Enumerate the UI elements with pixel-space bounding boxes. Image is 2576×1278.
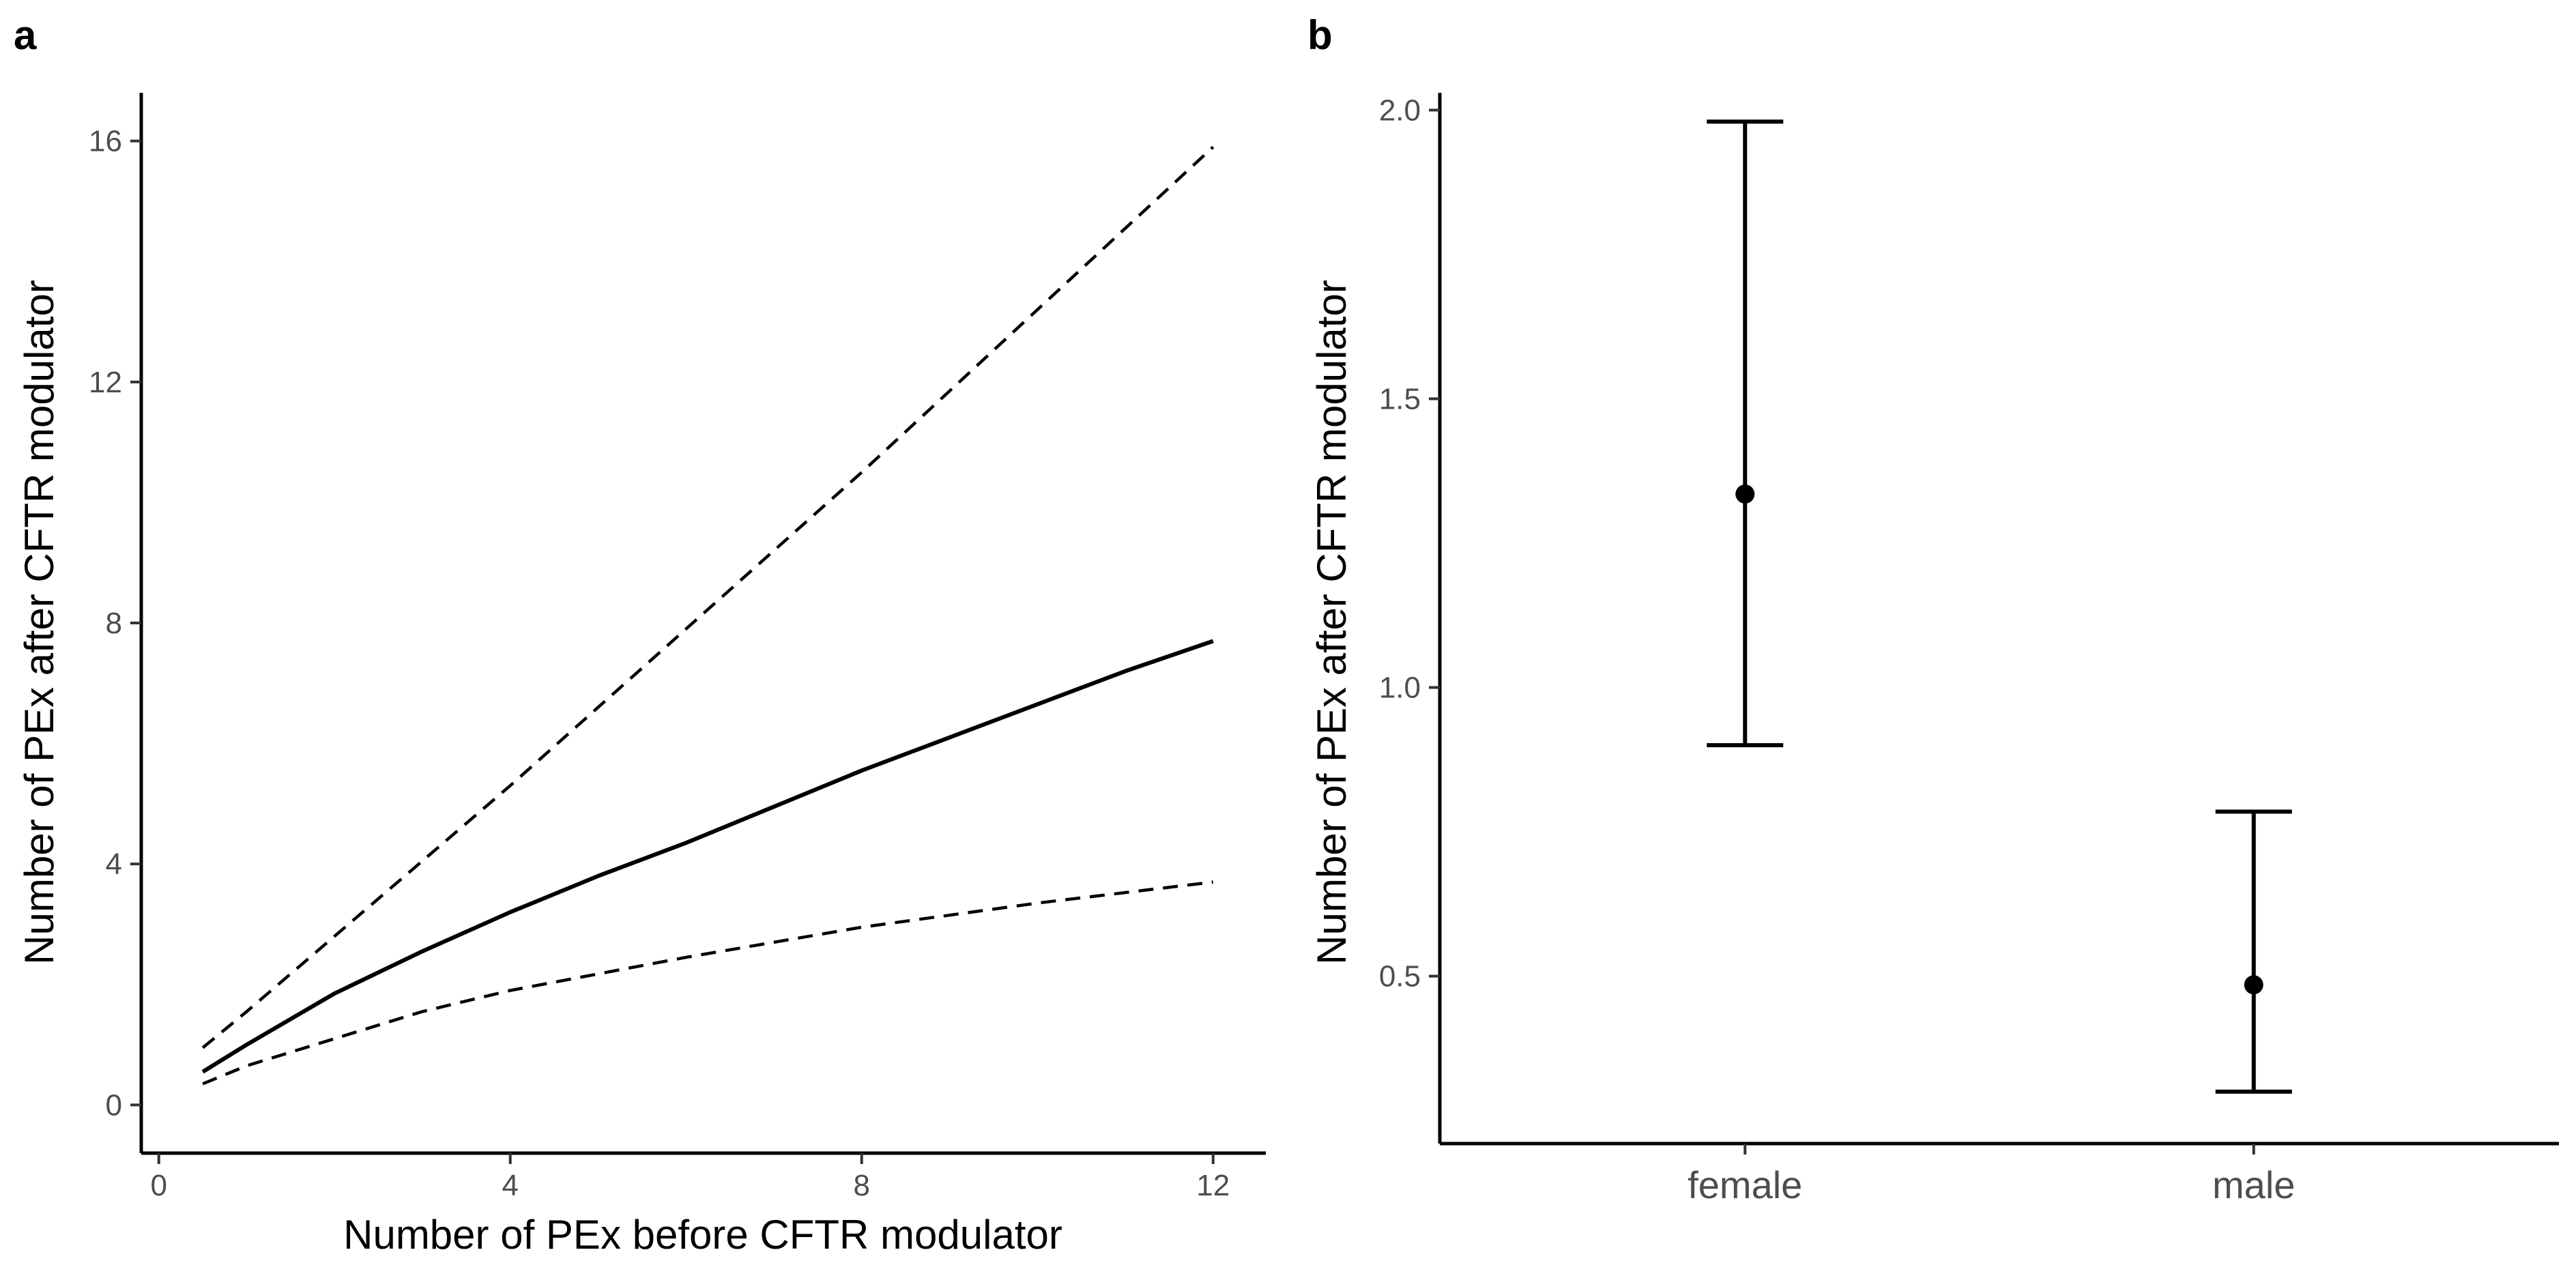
- panel-b: b 0.5 1.0 1.5 2.0 female male Number of PEx a…: [1307, 12, 2559, 1206]
- panel-a: a 0 4 8 12 0 4 8 12 16 Number of PEx before CFTR…: [14, 12, 1266, 1258]
- panel-a-x-axis-title: Number of PEx before CFTR modulator: [343, 1212, 1062, 1258]
- panel-a-x-tick-label: 0: [151, 1169, 167, 1202]
- panel-b-x-tick-label-male: male: [2212, 1163, 2295, 1206]
- panel-a-y-axis-title: Number of PEx after CFTR modulator: [16, 280, 62, 965]
- panel-b-letter: b: [1307, 12, 1333, 58]
- panel-b-y-tick-label: 1.0: [1379, 671, 1421, 705]
- panel-b-point-male: [2244, 975, 2263, 995]
- panel-b-point-female: [1735, 484, 1755, 504]
- panel-b-plot-area: 0.5 1.0 1.5 2.0 female male: [1379, 93, 2559, 1206]
- panel-a-y-tick-label: 8: [106, 607, 122, 640]
- panel-a-y-tick-label: 12: [89, 366, 122, 399]
- panel-a-series-estimate-line: [201, 639, 1214, 1074]
- panel-a-x-tick-label: 8: [854, 1169, 870, 1202]
- panel-b-y-tick-label: 2.0: [1379, 93, 1421, 127]
- panel-a-x-tick-label: 4: [502, 1169, 519, 1202]
- panel-b-y-axis-title: Number of PEx after CFTR modulator: [1309, 280, 1355, 965]
- panel-a-y-tick-label: 4: [106, 847, 122, 881]
- panel-b-y-tick-label: 0.5: [1379, 960, 1421, 993]
- panel-a-plot-area: 0 4 8 12 0 4 8 12 16: [89, 93, 1266, 1202]
- panel-a-letter: a: [14, 12, 37, 58]
- panel-a-series-upper-ci-line: [201, 145, 1215, 1049]
- panel-a-series-lower-ci-line: [202, 880, 1214, 1086]
- panel-a-y-tick-label: 0: [106, 1088, 122, 1122]
- panel-b-x-tick-label-female: female: [1688, 1163, 1802, 1206]
- panel-a-y-tick-label: 16: [89, 125, 122, 158]
- panel-b-y-tick-label: 1.5: [1379, 382, 1421, 416]
- panel-a-x-tick-label: 12: [1196, 1169, 1230, 1202]
